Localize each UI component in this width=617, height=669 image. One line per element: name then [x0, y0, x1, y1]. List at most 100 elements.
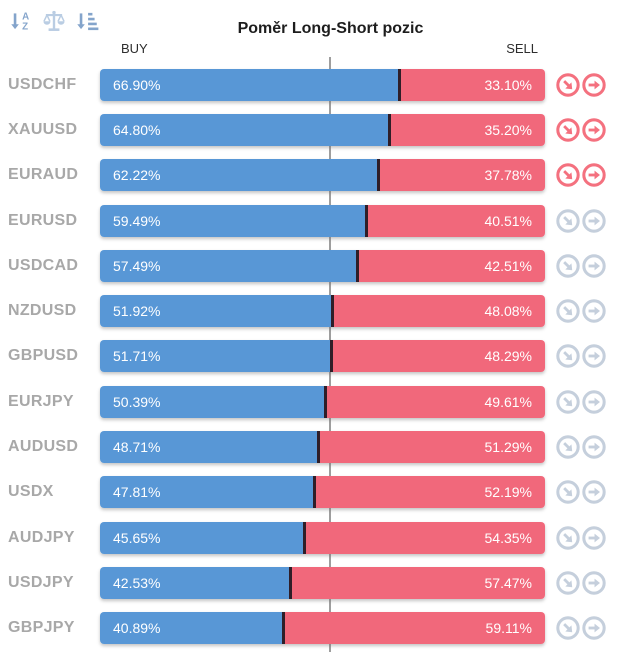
detail-arrow-button[interactable]	[545, 570, 617, 596]
sell-bar-segment: 48.08%	[334, 295, 545, 328]
sell-percentage-label: 54.35%	[484, 529, 532, 546]
detail-arrow-button[interactable]	[545, 479, 617, 505]
sort-alpha-icon[interactable]: A Z	[8, 8, 34, 34]
sell-bar-segment: 37.78%	[379, 159, 545, 192]
buy-bar-segment: 51.71%	[100, 340, 331, 373]
sell-signal-arrow-button[interactable]	[545, 117, 617, 143]
long-short-ratio-bar: 50.39% 49.61%	[100, 385, 545, 418]
long-short-ratio-bar: 51.71% 48.29%	[100, 340, 545, 373]
sell-percentage-label: 49.61%	[484, 393, 532, 410]
buy-percentage-label: 64.80%	[113, 121, 161, 138]
sell-bar-segment: 40.51%	[367, 204, 545, 237]
instrument-symbol: XAUUSD	[8, 120, 78, 138]
buy-percentage-label: 40.89%	[113, 620, 161, 637]
buy-bar-segment: 48.71%	[100, 431, 317, 464]
sell-signal-arrow-button[interactable]	[545, 72, 617, 98]
long-short-ratio-bar: 40.89% 59.11%	[100, 612, 545, 645]
sell-percentage-label: 33.10%	[484, 76, 532, 93]
bar-divider	[331, 295, 335, 328]
buy-bar-segment: 64.80%	[100, 113, 389, 146]
sell-bar-segment: 42.51%	[358, 249, 545, 282]
sell-percentage-label: 48.29%	[484, 348, 532, 365]
sell-percentage-label: 35.20%	[484, 121, 532, 138]
long-short-ratio-bar: 45.65% 54.35%	[100, 521, 545, 554]
buy-percentage-label: 51.71%	[113, 348, 161, 365]
sell-signal-arrow-button[interactable]	[545, 162, 617, 188]
detail-arrow-button[interactable]	[545, 298, 617, 324]
bar-divider	[388, 113, 392, 146]
chart-title: Poměr Long-Short pozic	[237, 20, 424, 37]
instrument-symbol: GBPJPY	[8, 619, 75, 637]
detail-arrow-button[interactable]	[545, 253, 617, 279]
detail-arrow-button[interactable]	[545, 434, 617, 460]
instrument-symbol: AUDJPY	[8, 528, 75, 546]
instrument-symbol: USDCAD	[8, 256, 79, 274]
instrument-symbol: AUDUSD	[8, 438, 79, 456]
instrument-symbol: EURJPY	[8, 392, 74, 410]
buy-bar-segment: 62.22%	[100, 159, 377, 192]
bar-divider	[324, 385, 328, 418]
instrument-row: NZDUSD 51.92% 48.08%	[0, 288, 617, 333]
detail-arrow-button[interactable]	[545, 208, 617, 234]
sell-bar-segment: 54.35%	[306, 521, 545, 554]
detail-arrow-button[interactable]	[545, 525, 617, 551]
instrument-row: XAUUSD 64.80% 35.20%	[0, 107, 617, 152]
sell-percentage-label: 48.08%	[484, 303, 532, 320]
buy-bar-segment: 45.65%	[100, 521, 304, 554]
bar-divider	[364, 204, 368, 237]
bar-divider	[355, 249, 359, 282]
sell-bar-segment: 49.61%	[327, 385, 545, 418]
sell-bar-segment: 57.47%	[292, 566, 545, 599]
sell-bar-segment: 35.20%	[391, 113, 545, 146]
sort-amount-icon[interactable]	[74, 8, 100, 34]
long-short-ratio-bar: 51.92% 48.08%	[100, 295, 545, 328]
bar-divider	[397, 68, 401, 101]
buy-percentage-label: 50.39%	[113, 393, 161, 410]
instrument-symbol: USDJPY	[8, 573, 74, 591]
detail-arrow-button[interactable]	[545, 389, 617, 415]
instrument-symbol: USDCHF	[8, 75, 77, 93]
buy-bar-segment: 47.81%	[100, 476, 313, 509]
scales-icon[interactable]	[41, 8, 67, 34]
sell-percentage-label: 37.78%	[484, 167, 532, 184]
long-short-ratio-bar: 59.49% 40.51%	[100, 204, 545, 237]
bar-divider	[303, 521, 307, 554]
svg-text:A: A	[22, 11, 29, 22]
instrument-row: EURJPY 50.39% 49.61%	[0, 379, 617, 424]
instrument-rows: USDCHF 66.90% 33.10%	[0, 62, 617, 651]
bar-divider	[312, 476, 316, 509]
buy-column-label: BUY	[121, 41, 148, 56]
instrument-row: AUDUSD 48.71% 51.29%	[0, 424, 617, 469]
sell-bar-segment: 51.29%	[319, 431, 545, 464]
long-short-ratio-bar: 47.81% 52.19%	[100, 476, 545, 509]
instrument-symbol: USDX	[8, 483, 54, 501]
instrument-row: USDCHF 66.90% 33.10%	[0, 62, 617, 107]
buy-percentage-label: 48.71%	[113, 439, 161, 456]
bar-divider	[330, 340, 334, 373]
instrument-symbol: EURAUD	[8, 166, 79, 184]
instrument-row: GBPUSD 51.71% 48.29%	[0, 334, 617, 379]
detail-arrow-button[interactable]	[545, 615, 617, 641]
instrument-symbol: GBPUSD	[8, 347, 79, 365]
buy-percentage-label: 51.92%	[113, 303, 161, 320]
sell-percentage-label: 59.11%	[485, 620, 532, 637]
bar-divider	[316, 431, 320, 464]
sell-bar-segment: 59.11%	[284, 612, 545, 645]
buy-bar-segment: 57.49%	[100, 249, 356, 282]
buy-percentage-label: 57.49%	[113, 257, 161, 274]
sell-bar-segment: 48.29%	[333, 340, 545, 373]
detail-arrow-button[interactable]	[545, 343, 617, 369]
sell-percentage-label: 42.51%	[484, 257, 532, 274]
sell-bar-segment: 52.19%	[315, 476, 545, 509]
long-short-ratio-bar: 62.22% 37.78%	[100, 159, 545, 192]
instrument-row: EURAUD 62.22% 37.78%	[0, 153, 617, 198]
buy-bar-segment: 66.90%	[100, 68, 398, 101]
buy-percentage-label: 59.49%	[113, 212, 161, 229]
buy-percentage-label: 47.81%	[113, 484, 161, 501]
bar-divider	[289, 566, 293, 599]
buy-percentage-label: 42.53%	[113, 574, 161, 591]
instrument-row: EURUSD 59.49% 40.51%	[0, 198, 617, 243]
bar-divider	[376, 159, 380, 192]
long-short-ratio-bar: 64.80% 35.20%	[100, 113, 545, 146]
